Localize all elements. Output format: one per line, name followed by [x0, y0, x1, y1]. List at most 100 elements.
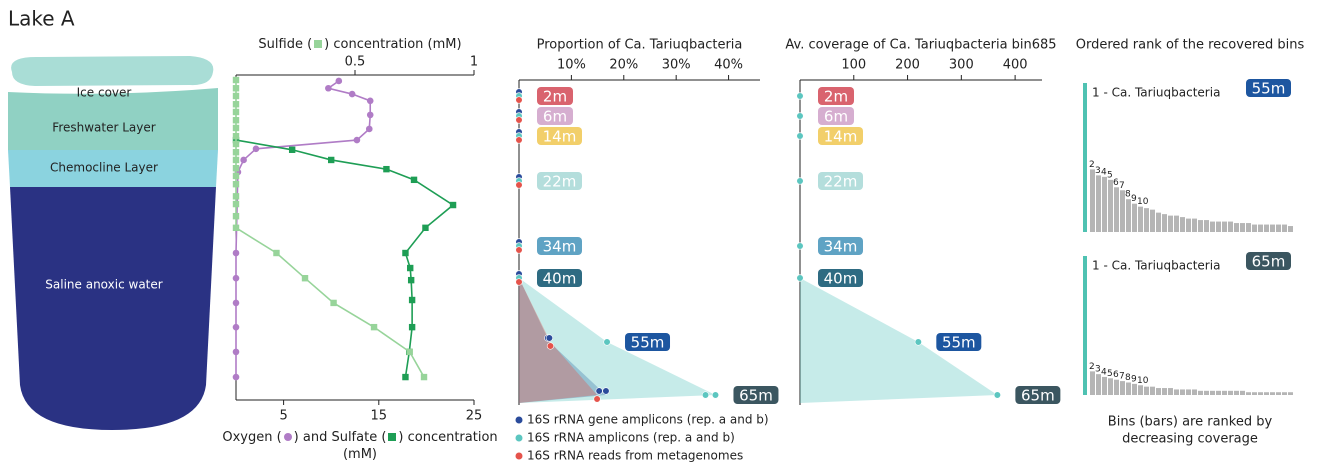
bar-label: 7: [1119, 181, 1125, 191]
data-point: [233, 193, 239, 199]
bar: [1240, 391, 1245, 395]
bar: [1282, 225, 1287, 232]
data-point: [233, 149, 239, 155]
bar: [1204, 220, 1209, 232]
data-point: [233, 85, 239, 91]
legend-swatch: [314, 40, 322, 48]
bar: [1120, 381, 1125, 395]
x-tick-label: 25: [466, 409, 483, 424]
data-point: [253, 146, 260, 153]
bar: [1174, 216, 1179, 232]
depth-label: 34m: [824, 238, 858, 256]
data-point: [604, 339, 611, 346]
data-point: [594, 396, 601, 403]
bar: [1216, 222, 1221, 232]
bar: [1168, 388, 1173, 395]
depth-label: 22m: [824, 173, 858, 191]
bar: [1288, 226, 1293, 232]
legend-marker: [516, 435, 523, 442]
saline-shape: [10, 187, 216, 430]
depth-label: 40m: [824, 270, 858, 288]
bar: [1198, 391, 1203, 395]
data-point: [302, 275, 308, 281]
data-point: [546, 335, 553, 342]
figure: Lake A Ice cover Freshwater Layer Chemoc…: [0, 0, 1317, 467]
x-tick-label: 10%: [557, 58, 586, 73]
data-point: [797, 93, 804, 100]
legend-label: 16S rRNA gene amplicons (rep. a and b): [527, 413, 769, 427]
data-point: [233, 141, 239, 147]
data-point: [402, 250, 408, 256]
x-tick-label: 200: [895, 58, 920, 73]
bar: [1162, 214, 1167, 232]
label-part: ) and Sulfate (: [294, 430, 387, 445]
bar: [1083, 83, 1087, 232]
bar-label: 2: [1089, 362, 1095, 372]
bar: [1150, 387, 1155, 395]
bar: [1174, 389, 1179, 395]
layer-label: Saline anoxic water: [45, 278, 162, 292]
depth-label: 6m: [824, 108, 848, 126]
bar: [1156, 388, 1161, 395]
data-point: [411, 177, 417, 183]
data-point: [233, 300, 240, 307]
data-point: [408, 277, 414, 283]
x-tick-label: 5: [279, 409, 287, 424]
data-point: [233, 77, 239, 83]
panel-title: Proportion of Ca. Tariuqbacteria: [537, 38, 743, 53]
figure-title: Lake A: [8, 7, 75, 31]
bar: [1222, 222, 1227, 232]
data-point: [233, 374, 240, 381]
bar: [1090, 169, 1095, 232]
x2-axis-label: Sulfide () concentration (mM): [230, 36, 490, 53]
data-point: [233, 250, 240, 257]
data-point: [516, 97, 523, 104]
bar: [1276, 392, 1281, 395]
bar: [1234, 391, 1239, 395]
depth-label: 65m: [1252, 253, 1286, 271]
data-point: [915, 339, 922, 346]
depth-label: 40m: [543, 270, 577, 288]
data-point: [450, 202, 456, 208]
data-point: [233, 109, 239, 115]
data-point: [516, 279, 523, 286]
depth-label: 55m: [1252, 80, 1286, 98]
ice-shape: [11, 56, 213, 86]
data-point: [516, 182, 523, 189]
bar: [1252, 225, 1257, 232]
bar: [1216, 391, 1221, 395]
data-point: [233, 225, 239, 231]
data-point: [354, 137, 361, 144]
chart: Lake A Ice cover Freshwater Layer Chemoc…: [0, 0, 1317, 467]
x-tick-label: 15: [371, 409, 388, 424]
bar-label: 2: [1089, 160, 1095, 170]
depth-label: 65m: [739, 387, 773, 405]
bar: [1108, 378, 1113, 395]
caption: decreasing coverage: [1122, 432, 1258, 447]
x-tick-label: 300: [949, 58, 974, 73]
x-axis-label: Oxygen () and Sulfate () concentration(m…: [215, 429, 505, 463]
data-point: [383, 166, 389, 172]
x2-tick-label: 1: [470, 55, 478, 70]
data-point: [233, 201, 239, 207]
bar: [1096, 175, 1101, 232]
data-point: [547, 343, 554, 350]
legend-marker: [516, 453, 523, 460]
data-point: [797, 113, 804, 120]
data-point: [371, 324, 377, 330]
data-point: [797, 133, 804, 140]
label-part: (mM): [343, 447, 377, 462]
data-point: [421, 374, 427, 380]
panel-title: Ordered rank of the recovered bins: [1076, 38, 1305, 53]
bar: [1138, 207, 1143, 232]
data-point: [407, 349, 413, 355]
layer-label: Freshwater Layer: [52, 121, 155, 135]
label-part: Oxygen (: [222, 430, 281, 445]
bar: [1150, 210, 1155, 232]
data-point: [797, 243, 804, 250]
data-point: [233, 125, 239, 131]
bar: [1102, 377, 1107, 395]
bar: [1186, 219, 1191, 232]
data-point: [289, 147, 295, 153]
layer-label: Ice cover: [77, 86, 132, 100]
